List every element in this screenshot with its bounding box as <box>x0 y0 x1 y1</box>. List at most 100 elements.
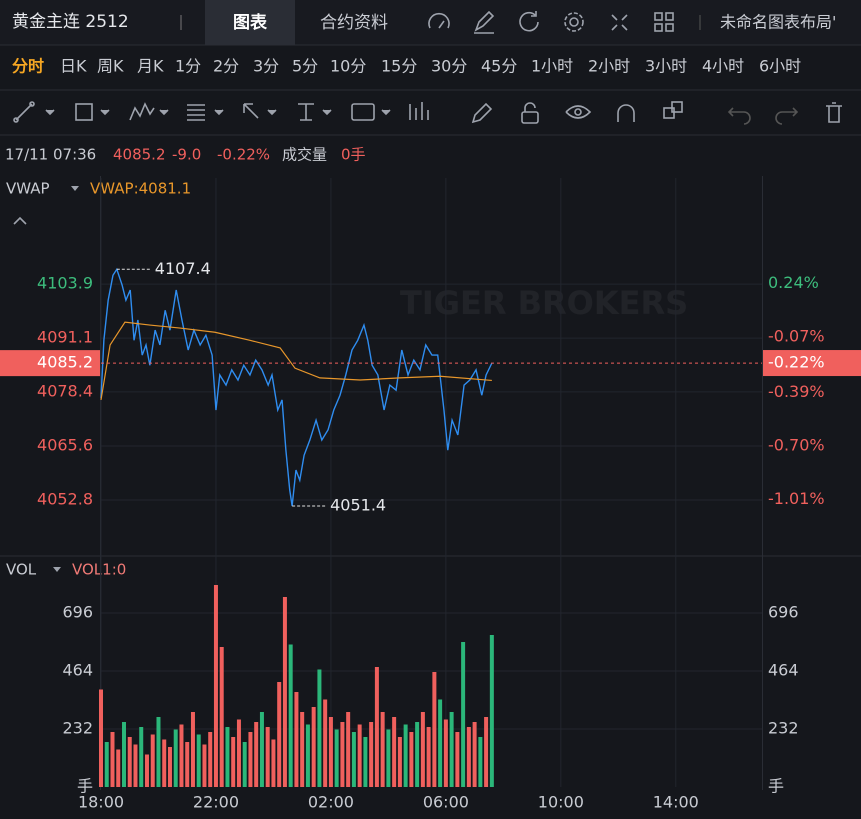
last-change: -0.22% <box>768 353 825 372</box>
volume-bar <box>311 707 316 787</box>
indicator-value: VOL1:0 <box>72 561 126 579</box>
timeframe[interactable]: 45分 <box>481 57 517 76</box>
volume-bar <box>392 717 397 787</box>
y2-tick-label: -0.07% <box>768 327 825 346</box>
info-change-pct: -0.22% <box>217 146 270 164</box>
volume-bar <box>438 699 443 787</box>
last-change-tag <box>763 350 861 377</box>
volume-bar <box>208 732 213 787</box>
volume-bar <box>346 712 351 787</box>
collapse[interactable] <box>13 216 27 225</box>
volume-bar <box>225 727 230 787</box>
y-tick-label: 4078.4 <box>37 381 93 400</box>
volume-bar <box>236 719 241 787</box>
volume-bar <box>219 647 224 787</box>
drawing-tools[interactable] <box>13 101 842 125</box>
volume-bar <box>248 732 253 787</box>
volume-bar <box>334 729 339 787</box>
volume-bar <box>403 724 408 787</box>
y-tick-label: 4052.8 <box>37 490 93 509</box>
timeframe[interactable]: 3分 <box>253 57 279 76</box>
indicator-name: VWAP <box>6 180 50 198</box>
timeframe[interactable]: 5分 <box>292 57 318 76</box>
timeframe[interactable]: 10分 <box>330 57 366 76</box>
y2-tick-label: -0.39% <box>768 382 825 401</box>
volume-bar <box>139 727 144 787</box>
annotation: 4107.4 <box>155 259 211 278</box>
volume-bar <box>144 754 149 787</box>
timeframe[interactable]: 周K <box>97 57 124 76</box>
volume-bar <box>420 712 425 787</box>
volume-bar <box>277 682 282 787</box>
volume-bar <box>196 734 201 787</box>
last-price-tag <box>0 350 100 377</box>
indicator-name: VOL <box>6 561 37 579</box>
dropdown[interactable] <box>71 186 79 191</box>
timeframe[interactable]: 15分 <box>381 57 417 76</box>
layout-name[interactable]: 未命名图表布局' <box>720 13 836 32</box>
volume-bar <box>478 737 483 787</box>
y-tick-label: 696 <box>62 603 93 622</box>
y-tick-label: 4091.1 <box>37 328 93 347</box>
last-price: 4085.2 <box>37 353 93 372</box>
tab[interactable]: 合约资料 <box>320 13 388 33</box>
volume-bar <box>271 739 276 787</box>
y2-tick-label: 696 <box>768 603 799 622</box>
volume-bar <box>357 724 362 787</box>
volume-bar <box>472 722 477 787</box>
volume-bar <box>202 744 207 787</box>
timeframe[interactable]: 3小时 <box>645 57 687 76</box>
timeframe[interactable]: 分时 <box>12 57 44 76</box>
volume-bar <box>254 722 259 787</box>
volume-bar <box>369 722 374 787</box>
volume-bar <box>449 712 454 787</box>
info-price: 4085.2 <box>113 146 166 164</box>
y2-tick-label: 232 <box>768 719 799 738</box>
volume-bar <box>323 699 328 787</box>
timeframe[interactable]: 6小时 <box>759 57 801 76</box>
volume-bar <box>386 729 391 787</box>
tab[interactable]: 图表 <box>233 12 268 33</box>
volume-bar <box>150 734 155 787</box>
volume-bar <box>265 727 270 787</box>
y2-tick-label: -1.01% <box>768 489 825 508</box>
timeframe[interactable]: 月K <box>137 57 164 76</box>
timeframe[interactable]: 1小时 <box>531 57 573 76</box>
timeframe[interactable]: 2分 <box>213 57 239 76</box>
dropdown[interactable] <box>53 567 61 572</box>
indicator-value: VWAP:4081.1 <box>90 180 191 198</box>
symbol[interactable]: 黄金主连 2512 <box>12 12 129 32</box>
watermark: TIGER BROKERS <box>400 284 688 322</box>
top-icons[interactable] <box>428 10 674 34</box>
volume-bar <box>409 732 414 787</box>
volume-bar <box>259 712 264 787</box>
x-tick-label: 10:00 <box>538 793 584 812</box>
y2-tick-label: -0.70% <box>768 436 825 455</box>
volume-bar <box>340 722 345 787</box>
volume-bar <box>363 737 368 787</box>
volume-bar <box>397 737 402 787</box>
info-volume-label: 成交量 <box>282 146 327 164</box>
info-change: -9.0 <box>172 146 201 164</box>
y2-tick-label: 手 <box>768 777 784 796</box>
timeframe[interactable]: 日K <box>60 57 87 76</box>
price-line <box>100 267 493 507</box>
timeframe[interactable]: 1分 <box>175 57 201 76</box>
timeframe[interactable]: 30分 <box>431 57 467 76</box>
volume-bar <box>162 739 167 787</box>
volume-bar <box>213 585 218 787</box>
volume-bar <box>455 732 460 787</box>
volume-bar <box>121 722 126 787</box>
volume-bar <box>288 644 293 787</box>
vwap-line <box>100 321 492 400</box>
x-tick-label: 22:00 <box>193 793 239 812</box>
timeframe[interactable]: 4小时 <box>702 57 744 76</box>
volume-bar <box>415 722 420 787</box>
timeframe[interactable]: 2小时 <box>588 57 630 76</box>
volume-bar <box>317 669 322 787</box>
volume-bar <box>374 667 379 787</box>
x-tick-label: 18:00 <box>78 793 124 812</box>
y-tick-label: 464 <box>62 661 93 680</box>
x-tick-label: 06:00 <box>423 793 469 812</box>
